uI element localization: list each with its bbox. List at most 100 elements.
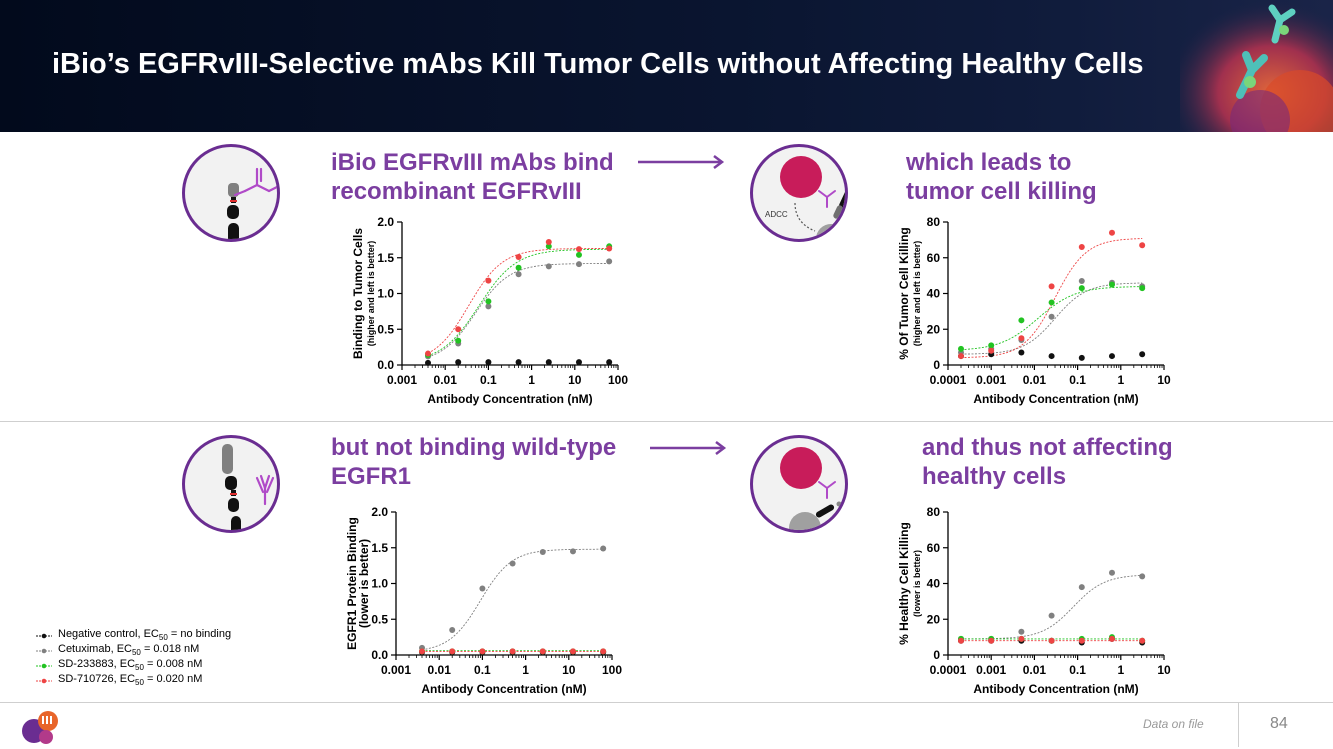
data-point	[515, 359, 522, 366]
y-axis-label: Binding to Tumor Cells	[351, 228, 365, 359]
legend-marker	[36, 678, 52, 683]
data-point	[958, 353, 965, 360]
x-tick-label: 10	[568, 373, 582, 387]
chart-healthy-cell-killing: 0 20 40 60 80 0.0001 0.001 0.01 0.1 1 10 Antibody C…	[897, 505, 1171, 696]
adcc-killing-icon: ADCC	[750, 144, 848, 242]
data-point	[575, 246, 582, 253]
x-axis-label: Antibody Concentration (nM)	[973, 392, 1138, 406]
heading-top-right-line1: which leads to	[906, 149, 1072, 176]
x-tick-label: 100	[602, 663, 622, 677]
data-point	[485, 277, 492, 284]
y-tick-label: 40	[927, 287, 941, 301]
data-point	[455, 359, 462, 366]
data-point	[575, 359, 582, 366]
y-tick-label: 0	[933, 358, 940, 372]
data-point	[958, 345, 965, 352]
y-tick-label: 40	[927, 577, 941, 591]
y-tick-label: 2.0	[371, 505, 388, 519]
y-tick-label: 0.5	[377, 322, 394, 336]
ibio-logo-icon	[22, 711, 58, 744]
data-point	[1078, 354, 1085, 361]
data-point	[606, 359, 613, 366]
legend-item: SD-710726, EC50 = 0.020 nM	[36, 673, 231, 688]
y-axis-label: % Healthy Cell Killing	[897, 522, 911, 645]
data-point	[1018, 349, 1025, 356]
y-tick-label: 0.0	[377, 358, 394, 372]
row-divider	[0, 421, 1333, 422]
data-point	[1078, 285, 1085, 292]
data-point	[479, 648, 486, 655]
legend-label: Negative control, EC50 = no binding	[58, 628, 232, 643]
data-point	[569, 648, 576, 655]
data-point	[1018, 628, 1025, 635]
fit-curve	[961, 574, 1143, 640]
data-point	[1018, 317, 1025, 324]
data-point	[1139, 351, 1146, 358]
page-number: 84	[1270, 715, 1288, 732]
y-axis-sublabel: (lower is better)	[912, 550, 922, 617]
egfrviii-binding-icon	[182, 144, 280, 242]
x-tick-label: 0.1	[474, 663, 491, 677]
data-point	[1048, 299, 1055, 306]
data-point	[1108, 353, 1115, 360]
legend-marker	[36, 648, 52, 653]
y-tick-label: 80	[927, 215, 941, 229]
heading-top-left-line2: recombinant EGFRvIII	[331, 178, 582, 205]
data-point	[606, 245, 613, 252]
footer-separator	[1238, 703, 1239, 747]
chart-tumor-cell-binding: 0.0 0.5 1.0 1.5 2.0 0.001 0.01 0.1 1 10 100 Antibod…	[351, 215, 628, 406]
data-point	[449, 648, 456, 655]
x-tick-label: 0.1	[1069, 663, 1086, 677]
slide-title: iBio’s EGFRvIII-Selective mAbs Kill Tumo…	[52, 48, 1144, 80]
chart-egfr1-binding: 0.0 0.5 1.0 1.5 2.0 0.001 0.01 0.1 1 10 100 Antibod…	[345, 505, 622, 696]
data-on-file-note: Data on file	[1143, 717, 1204, 731]
data-point	[1048, 313, 1055, 320]
x-tick-label: 10	[562, 663, 576, 677]
heading-bottom-left: but not binding wild-type EGFR1	[331, 433, 616, 491]
y-tick-label: 1.0	[377, 287, 394, 301]
data-point	[988, 637, 995, 644]
x-tick-label: 10	[1157, 373, 1171, 387]
data-point	[1018, 635, 1025, 642]
y-tick-label: 60	[927, 541, 941, 555]
heading-top-right-line2: tumor cell killing	[906, 178, 1097, 205]
heading-top-left: iBio EGFRvIII mAbs bind recombinant EGFR…	[331, 148, 614, 206]
legend-item: Cetuximab, EC50 = 0.018 nM	[36, 643, 231, 658]
data-point	[606, 258, 613, 265]
data-point	[1108, 229, 1115, 236]
y-axis-sublabel: (higher and left is better)	[912, 241, 922, 347]
arrow-right-icon	[638, 155, 725, 169]
legend-marker	[36, 633, 52, 638]
data-point	[515, 254, 522, 261]
data-point	[575, 251, 582, 258]
x-tick-label: 0.001	[387, 373, 417, 387]
x-axis-label: Antibody Concentration (nM)	[973, 682, 1138, 696]
data-point	[515, 264, 522, 271]
x-tick-label: 10	[1157, 663, 1171, 677]
y-tick-label: 60	[927, 251, 941, 265]
data-point	[575, 261, 582, 268]
heading-top-right: which leads to tumor cell killing	[906, 148, 1097, 206]
y-tick-label: 0	[933, 648, 940, 662]
data-point	[1048, 637, 1055, 644]
legend-label: Cetuximab, EC50 = 0.018 nM	[58, 643, 200, 658]
data-point	[1078, 277, 1085, 284]
y-tick-label: 1.0	[371, 577, 388, 591]
heading-bottom-right-line1: and thus not affecting	[922, 434, 1173, 461]
data-point	[485, 359, 492, 366]
healthy-cell-icon	[750, 435, 848, 533]
x-tick-label: 0.01	[1023, 663, 1047, 677]
x-tick-label: 1	[528, 373, 535, 387]
data-point	[1018, 335, 1025, 342]
fit-curve	[960, 238, 1143, 359]
heading-bottom-left-line1: but not binding wild-type	[331, 434, 617, 461]
data-point	[479, 585, 486, 592]
y-axis-label: % Of Tumor Cell Killing	[897, 227, 911, 359]
data-point	[539, 648, 546, 655]
legend-label: SD-233883, EC50 = 0.008 nM	[58, 658, 203, 673]
heading-bottom-right: and thus not affecting healthy cells	[922, 433, 1173, 491]
data-point	[1108, 569, 1115, 576]
chart-legend: Negative control, EC50 = no binding Cetu…	[36, 628, 231, 688]
y-tick-label: 0.5	[371, 612, 388, 626]
data-point	[539, 549, 546, 556]
